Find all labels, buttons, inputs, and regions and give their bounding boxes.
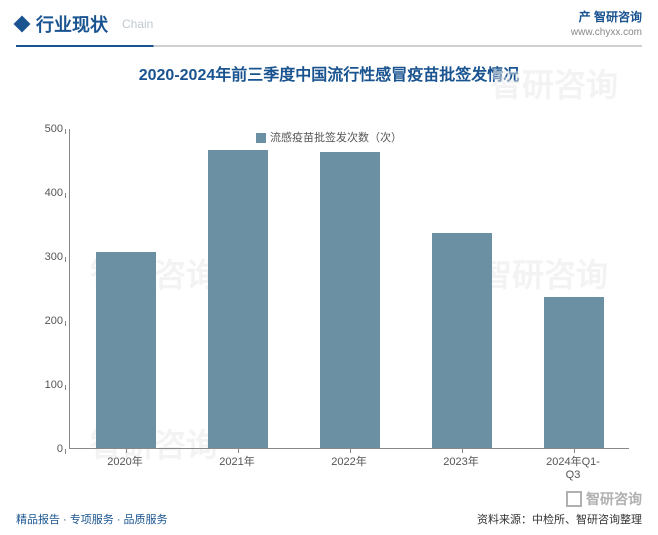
brand-url: www.chyxx.com xyxy=(571,26,642,39)
y-axis: 0100200300400500 xyxy=(29,129,69,449)
x-tick-label: 2021年 xyxy=(219,453,254,469)
x-tick-label: 2023年 xyxy=(443,453,478,469)
x-tick-label: 2024年Q1-Q3 xyxy=(545,453,601,481)
brand-stamp: 智研咨询 xyxy=(477,489,642,509)
y-tick-label: 0 xyxy=(57,443,63,455)
chart-title: 2020-2024年前三季度中国流行性感冒疫苗批签发情况 xyxy=(0,61,658,85)
stamp-icon xyxy=(566,491,582,507)
plot-area xyxy=(69,129,629,449)
bar xyxy=(320,152,380,448)
section-subtitle: Chain xyxy=(122,17,153,31)
section-title: 行业现状 xyxy=(36,11,108,37)
header-left: 行业现状 Chain xyxy=(16,11,153,37)
bar xyxy=(96,252,156,447)
y-tick-label: 100 xyxy=(45,379,63,391)
footer: 精品报告 · 专项服务 · 品质服务 智研咨询 资料来源：中检所、智研咨询整理 xyxy=(0,489,658,535)
source-text: 资料来源：中检所、智研咨询整理 xyxy=(477,511,642,527)
y-tick-label: 300 xyxy=(45,251,63,263)
bar xyxy=(432,233,492,447)
y-tick-label: 500 xyxy=(45,123,63,135)
x-tick-label: 2020年 xyxy=(107,453,142,469)
x-tick-label: 2022年 xyxy=(331,453,366,469)
y-tick-label: 400 xyxy=(45,187,63,199)
header: 行业现状 Chain 产 智研咨询 www.chyxx.com xyxy=(0,0,658,45)
bar-chart: 0100200300400500 流感疫苗批签发次数（次） 2020年2021年… xyxy=(29,129,629,489)
header-right: 产 智研咨询 www.chyxx.com xyxy=(571,10,642,39)
footer-right: 智研咨询 资料来源：中检所、智研咨询整理 xyxy=(477,489,642,527)
diamond-icon xyxy=(14,16,31,33)
footer-left: 精品报告 · 专项服务 · 品质服务 xyxy=(16,511,168,527)
bar xyxy=(208,150,268,448)
brand-name: 产 智研咨询 xyxy=(571,10,642,26)
bar xyxy=(544,297,604,447)
y-tick-label: 200 xyxy=(45,315,63,327)
title-divider xyxy=(16,45,642,47)
